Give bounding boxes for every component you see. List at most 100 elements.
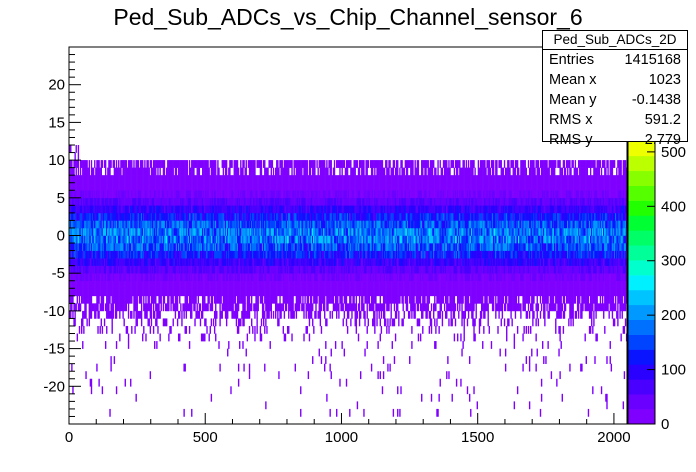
heatmap-cell xyxy=(243,250,245,259)
heatmap-cell xyxy=(329,175,331,184)
heatmap-cell xyxy=(284,212,287,221)
heatmap-cell xyxy=(154,227,156,236)
heatmap-cell xyxy=(139,280,142,289)
heatmap-cell xyxy=(295,303,298,312)
heatmap-cell xyxy=(156,250,158,259)
heatmap-cell xyxy=(128,175,131,184)
heatmap-cell xyxy=(285,212,288,221)
heatmap-cell xyxy=(227,243,229,251)
heatmap-cell xyxy=(169,220,171,229)
heatmap-cell xyxy=(230,182,232,191)
heatmap-cell xyxy=(90,197,93,206)
heatmap-cell xyxy=(204,280,206,289)
heatmap-cell xyxy=(338,280,340,289)
heatmap-cell xyxy=(175,212,178,221)
heatmap-cell xyxy=(198,258,201,266)
heatmap-cell xyxy=(291,227,293,236)
heatmap-cell xyxy=(258,280,261,289)
heatmap-cell xyxy=(137,273,140,282)
heatmap-cell xyxy=(116,227,119,236)
heatmap-cell xyxy=(229,273,231,282)
heatmap-cell xyxy=(154,243,156,251)
heatmap-cell xyxy=(227,197,229,206)
heatmap-cell xyxy=(92,220,95,229)
heatmap-cell xyxy=(256,220,258,229)
heatmap-cell xyxy=(283,167,286,176)
heatmap-cell xyxy=(200,243,203,251)
heatmap-cell xyxy=(232,220,234,229)
heatmap-cell xyxy=(325,235,327,244)
heatmap-cell xyxy=(124,243,126,251)
heatmap-cell xyxy=(255,258,257,266)
heatmap-cell xyxy=(127,310,130,319)
heatmap-cell xyxy=(307,303,310,312)
heatmap-cell xyxy=(312,212,314,221)
heatmap-cell xyxy=(322,235,325,244)
heatmap-cell xyxy=(106,190,108,199)
heatmap-cell xyxy=(131,190,133,199)
heatmap-cell xyxy=(87,235,89,244)
heatmap-cell xyxy=(86,167,88,176)
heatmap-cell xyxy=(248,295,251,304)
heatmap-cell xyxy=(69,250,71,259)
heatmap-cell xyxy=(148,212,150,221)
heatmap-cell xyxy=(146,243,148,251)
heatmap-cell xyxy=(228,295,230,304)
heatmap-cell xyxy=(107,265,109,274)
heatmap-cell xyxy=(109,197,111,206)
heatmap-cell xyxy=(279,212,281,221)
heatmap-cell xyxy=(148,167,150,176)
heatmap-cell xyxy=(291,243,293,251)
heatmap-cell xyxy=(289,273,291,282)
heatmap-cell xyxy=(259,212,262,221)
heatmap-cell xyxy=(280,235,282,244)
heatmap-cell xyxy=(185,212,188,221)
heatmap-cell xyxy=(144,258,146,266)
heatmap-cell xyxy=(185,288,188,297)
heatmap-cell xyxy=(162,167,165,176)
heatmap-cell xyxy=(215,280,217,289)
heatmap-cell xyxy=(251,160,253,168)
heatmap-cell xyxy=(91,175,94,184)
heatmap-cell xyxy=(334,227,337,236)
heatmap-cell xyxy=(176,182,179,191)
heatmap-cell xyxy=(162,227,165,236)
heatmap-cell xyxy=(170,325,172,334)
heatmap-cell xyxy=(294,205,296,214)
heatmap-cell xyxy=(257,265,259,274)
heatmap-cell xyxy=(122,280,124,289)
heatmap-cell xyxy=(148,205,150,214)
heatmap-cell xyxy=(189,258,192,266)
heatmap-cell xyxy=(162,280,165,289)
heatmap-cell xyxy=(206,220,208,229)
heatmap-cell xyxy=(197,295,199,304)
heatmap-cell xyxy=(330,220,332,229)
heatmap-cell xyxy=(293,197,295,206)
heatmap-cell xyxy=(124,378,126,387)
heatmap-cell xyxy=(291,175,293,184)
heatmap-cell xyxy=(171,205,173,214)
heatmap-cell xyxy=(207,220,209,229)
heatmap-cell xyxy=(165,167,168,176)
heatmap-cell xyxy=(150,227,153,236)
heatmap-cell xyxy=(196,310,198,319)
heatmap-cell xyxy=(312,303,314,312)
heatmap-cell xyxy=(251,220,253,229)
heatmap-cell xyxy=(239,235,241,244)
heatmap-cell xyxy=(157,280,159,289)
heatmap-cell xyxy=(249,167,252,176)
heatmap-cell xyxy=(327,273,329,282)
heatmap-cell xyxy=(186,190,189,199)
heatmap-cell xyxy=(268,190,270,199)
heatmap-cell xyxy=(156,310,158,319)
heatmap-cell xyxy=(246,212,249,221)
heatmap-cell xyxy=(143,182,145,191)
heatmap-cell xyxy=(169,280,171,289)
heatmap-cell xyxy=(201,182,204,191)
heatmap-cell xyxy=(126,235,129,244)
heatmap-cell xyxy=(268,220,270,229)
heatmap-cell xyxy=(313,182,315,191)
heatmap-cell xyxy=(86,243,88,251)
heatmap-cell xyxy=(183,190,185,199)
heatmap-cell xyxy=(158,295,160,304)
